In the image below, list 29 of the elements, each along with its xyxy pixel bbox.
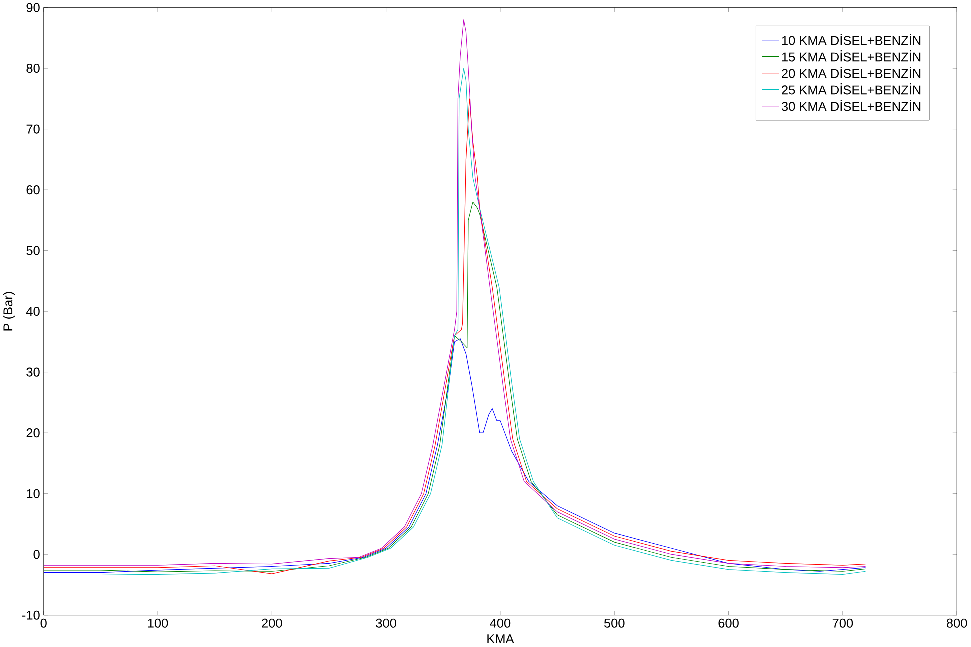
x-tick-label: 0 <box>40 618 47 628</box>
y-tick-label: 30 <box>26 368 40 378</box>
y-tick-label: 70 <box>26 124 40 134</box>
x-tick-label: 200 <box>262 618 282 628</box>
legend-label: 25 KMA DİSEL+BENZİN <box>782 84 921 95</box>
y-tick-label: 50 <box>26 246 40 256</box>
legend-label: 20 KMA DİSEL+BENZİN <box>782 67 921 78</box>
x-tick-label: 500 <box>604 618 625 628</box>
y-tick-label: -10 <box>22 610 40 620</box>
y-tick-label: 60 <box>26 186 40 195</box>
legend-label: 30 KMA DİSEL+BENZİN <box>782 100 921 112</box>
y-tick-label: 20 <box>26 428 40 438</box>
x-axis-title: KMA <box>488 634 514 644</box>
y-tick-label: 10 <box>27 489 40 499</box>
y-tick-label: 90 <box>26 3 40 12</box>
x-tick-label: 400 <box>490 618 511 628</box>
line-series <box>44 202 866 573</box>
x-tick-label: 800 <box>946 618 968 628</box>
y-tick-label: 0 <box>34 550 40 560</box>
y-tick-label: 80 <box>26 64 40 74</box>
x-tick-label: 600 <box>718 618 739 628</box>
x-tick-label: 100 <box>148 618 168 628</box>
y-axis-title: P (Bar) <box>3 292 16 331</box>
legend-label: 10 KMA DİSEL+BENZİN <box>782 34 921 46</box>
line-series <box>44 338 866 574</box>
y-tick-label: 40 <box>26 307 40 316</box>
x-tick-label: 300 <box>376 618 396 628</box>
x-tick-label: 700 <box>832 618 854 628</box>
legend-label: 15 KMA DİSEL+BENZİN <box>782 50 921 62</box>
